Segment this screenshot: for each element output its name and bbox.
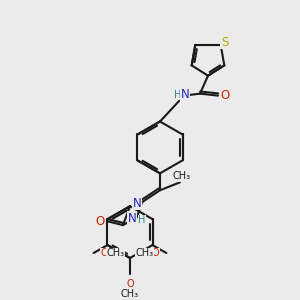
Text: H: H [138,215,146,225]
Text: CH₃: CH₃ [106,248,125,258]
Text: O: O [101,248,108,258]
Text: O: O [126,279,134,289]
Text: O: O [95,214,105,228]
Text: O: O [220,89,230,102]
Text: CH₃: CH₃ [121,289,139,299]
Text: N: N [181,88,189,101]
Text: H: H [174,90,182,100]
Text: O: O [152,248,159,258]
Text: CH₃: CH₃ [173,171,191,181]
Text: N: N [133,197,141,210]
Text: CH₃: CH₃ [135,248,153,258]
Text: N: N [128,212,136,225]
Text: S: S [221,36,228,49]
